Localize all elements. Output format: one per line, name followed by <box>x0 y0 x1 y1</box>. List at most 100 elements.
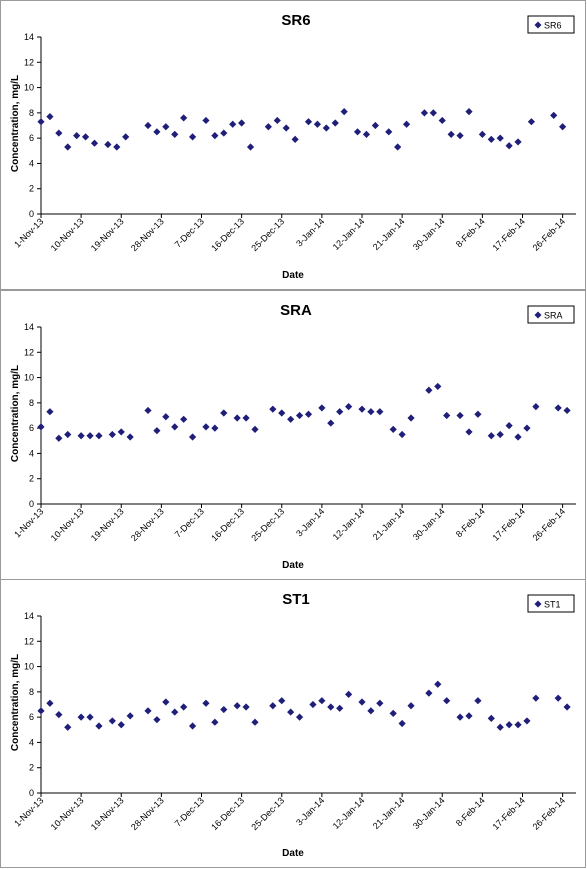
chart-1-data-point <box>514 433 522 441</box>
chart-0-data-point <box>322 124 330 132</box>
chart-2-x-tick-label: 10-Nov-13 <box>49 795 86 832</box>
chart-1-data-point <box>295 411 304 420</box>
chart-1-x-axis-label: Date <box>282 560 304 571</box>
chart-1-y-tick-label: 0 <box>29 499 34 509</box>
chart-1-data-point <box>188 433 197 441</box>
chart-2-data-point <box>345 690 353 698</box>
chart-1-data-point <box>434 382 442 391</box>
chart-2-x-tick-label: 26-Feb-14 <box>531 795 567 831</box>
chart-1-data-point <box>171 423 179 431</box>
chart-2-data-point <box>389 709 397 717</box>
chart-0-data-point <box>353 128 362 136</box>
chart-1-data-point <box>86 432 94 440</box>
chart-0-data-point <box>188 133 197 141</box>
chart-1-data-point <box>425 386 433 394</box>
chart-1-data-point <box>345 403 353 411</box>
chart-0-data-point <box>456 132 464 140</box>
chart-st1: ST1 ST1 0 2 4 6 8 10 12 14 1-Nov-13 10-Nov-13 19-Nov… <box>10 591 576 859</box>
chart-1-x-tick-label: 30-Jan-14 <box>411 506 447 542</box>
chart-1-y-tick-label: 2 <box>29 474 34 484</box>
chart-2-data-point <box>425 689 433 697</box>
chart-0-x-tick-label: 3-Jan-14 <box>294 216 326 248</box>
chart-2-data-point <box>180 703 188 711</box>
chart-0-x-axis-label: Date <box>282 270 304 281</box>
chart-2-data-point <box>318 697 326 705</box>
chart-1-data-point <box>376 408 384 416</box>
chart-0-x-tick-label: 8-Feb-14 <box>454 216 487 249</box>
chart-1-x-tick-label: 12-Jan-14 <box>331 506 367 542</box>
chart-0-x-tick-label: 12-Jan-14 <box>331 216 367 252</box>
chart-2-x-tick-label: 16-Dec-13 <box>209 795 246 832</box>
chart-sr6: SR6 SR6 0 2 4 6 8 10 12 14 1-Nov-13 10-Nov-13 19-Nov… <box>10 12 576 281</box>
chart-2-data-point <box>336 704 344 712</box>
chart-2-data-point <box>443 697 451 705</box>
chart-0-data-point <box>246 143 255 151</box>
chart-1-y-tick-label: 10 <box>24 373 34 383</box>
chart-1-data-point <box>496 430 504 439</box>
chart-1-y-axis-label: Concentration, mg/L <box>10 365 21 462</box>
chart-2-data-point <box>523 717 531 725</box>
chart-2-x-tick-label: 7-Dec-13 <box>173 795 206 828</box>
chart-1-data-point <box>64 430 72 439</box>
chart-0-data-point <box>371 121 379 130</box>
chart-1-data-point <box>389 425 397 434</box>
chart-0-data-point <box>104 140 112 149</box>
chart-0-y-tick-label: 10 <box>24 83 34 93</box>
chart-2-y-tick-label: 4 <box>29 737 34 747</box>
chart-2-data-point <box>398 719 406 728</box>
chart-0-data-point <box>313 120 322 128</box>
chart-2-data-point <box>37 707 45 715</box>
chart-0-data-point <box>113 143 121 151</box>
chart-1-data-point <box>153 427 161 435</box>
chart-2-y-tick-label: 14 <box>24 611 34 621</box>
chart-1-data-point <box>233 414 241 422</box>
chart-1-x-tick-label: 17-Feb-14 <box>490 506 526 542</box>
chart-2-data-point <box>554 694 562 702</box>
chart-2-data-point <box>407 702 415 710</box>
chart-1-y-tick-label: 6 <box>29 423 34 433</box>
chart-1-x-tick-label: 1-Nov-13 <box>12 506 45 539</box>
chart-2-data-point <box>278 697 286 705</box>
chart-2-data-point <box>162 698 170 706</box>
chart-1-x-tick-label: 16-Dec-13 <box>209 506 246 543</box>
chart-2-data-point <box>202 699 210 707</box>
chart-panel-sr6: SR6 SR6 0 2 4 6 8 10 12 14 1-Nov-13 10-Nov-13 19-Nov… <box>0 0 586 290</box>
chart-0-data-point <box>153 128 161 136</box>
chart-2-x-tick-label: 12-Jan-14 <box>331 795 367 831</box>
chart-2-legend-label: ST1 <box>544 600 561 610</box>
chart-2-y-tick-label: 8 <box>29 687 34 697</box>
chart-0-y-tick-label: 8 <box>29 108 34 118</box>
chart-0-data-point <box>64 143 72 151</box>
chart-1-data-point <box>55 434 63 442</box>
chart-2-data-point <box>153 716 161 724</box>
chart-2-data-point <box>55 711 63 719</box>
chart-0-data-point <box>527 118 536 126</box>
chart-1-legend-box <box>527 305 575 324</box>
chart-1-data-point <box>487 432 495 440</box>
chart-0-x-tick-label: 25-Dec-13 <box>249 216 286 253</box>
chart-1-data-point <box>358 405 366 413</box>
chart-0-data-point <box>394 143 402 151</box>
chart-0-data-point <box>505 142 513 150</box>
chart-0-legend-label: SR6 <box>544 21 562 31</box>
chart-panel-sra: SRA SRA 0 2 4 6 8 10 12 14 1-Nov-13 10-Nov-13 19-Nov… <box>0 290 586 580</box>
chart-0-y-tick-label: 12 <box>24 57 34 67</box>
chart-2-y-axis-label: Concentration, mg/L <box>10 654 21 751</box>
chart-sra: SRA SRA 0 2 4 6 8 10 12 14 1-Nov-13 10-Nov-13 19-Nov… <box>10 302 576 571</box>
chart-1-data-point <box>287 415 295 423</box>
chart-1-data-point <box>77 432 85 440</box>
chart-1-data-point <box>202 423 210 431</box>
chart-0-data-point <box>55 129 63 137</box>
chart-2-data-point <box>126 712 134 720</box>
chart-2-data-point <box>327 703 335 711</box>
chart-2-data-point <box>309 700 317 709</box>
chart-0-x-tick-label: 17-Feb-14 <box>490 216 526 252</box>
chart-2-x-tick-label: 19-Nov-13 <box>89 795 126 832</box>
chart-2-data-point <box>220 705 228 714</box>
chart-2-y-tick-label: 0 <box>29 788 34 798</box>
chart-1-data-point <box>117 428 125 436</box>
chart-1-data-point <box>144 406 152 415</box>
chart-0-data-point <box>487 135 495 144</box>
chart-0-data-point <box>559 123 567 131</box>
chart-2-data-point <box>295 713 304 721</box>
